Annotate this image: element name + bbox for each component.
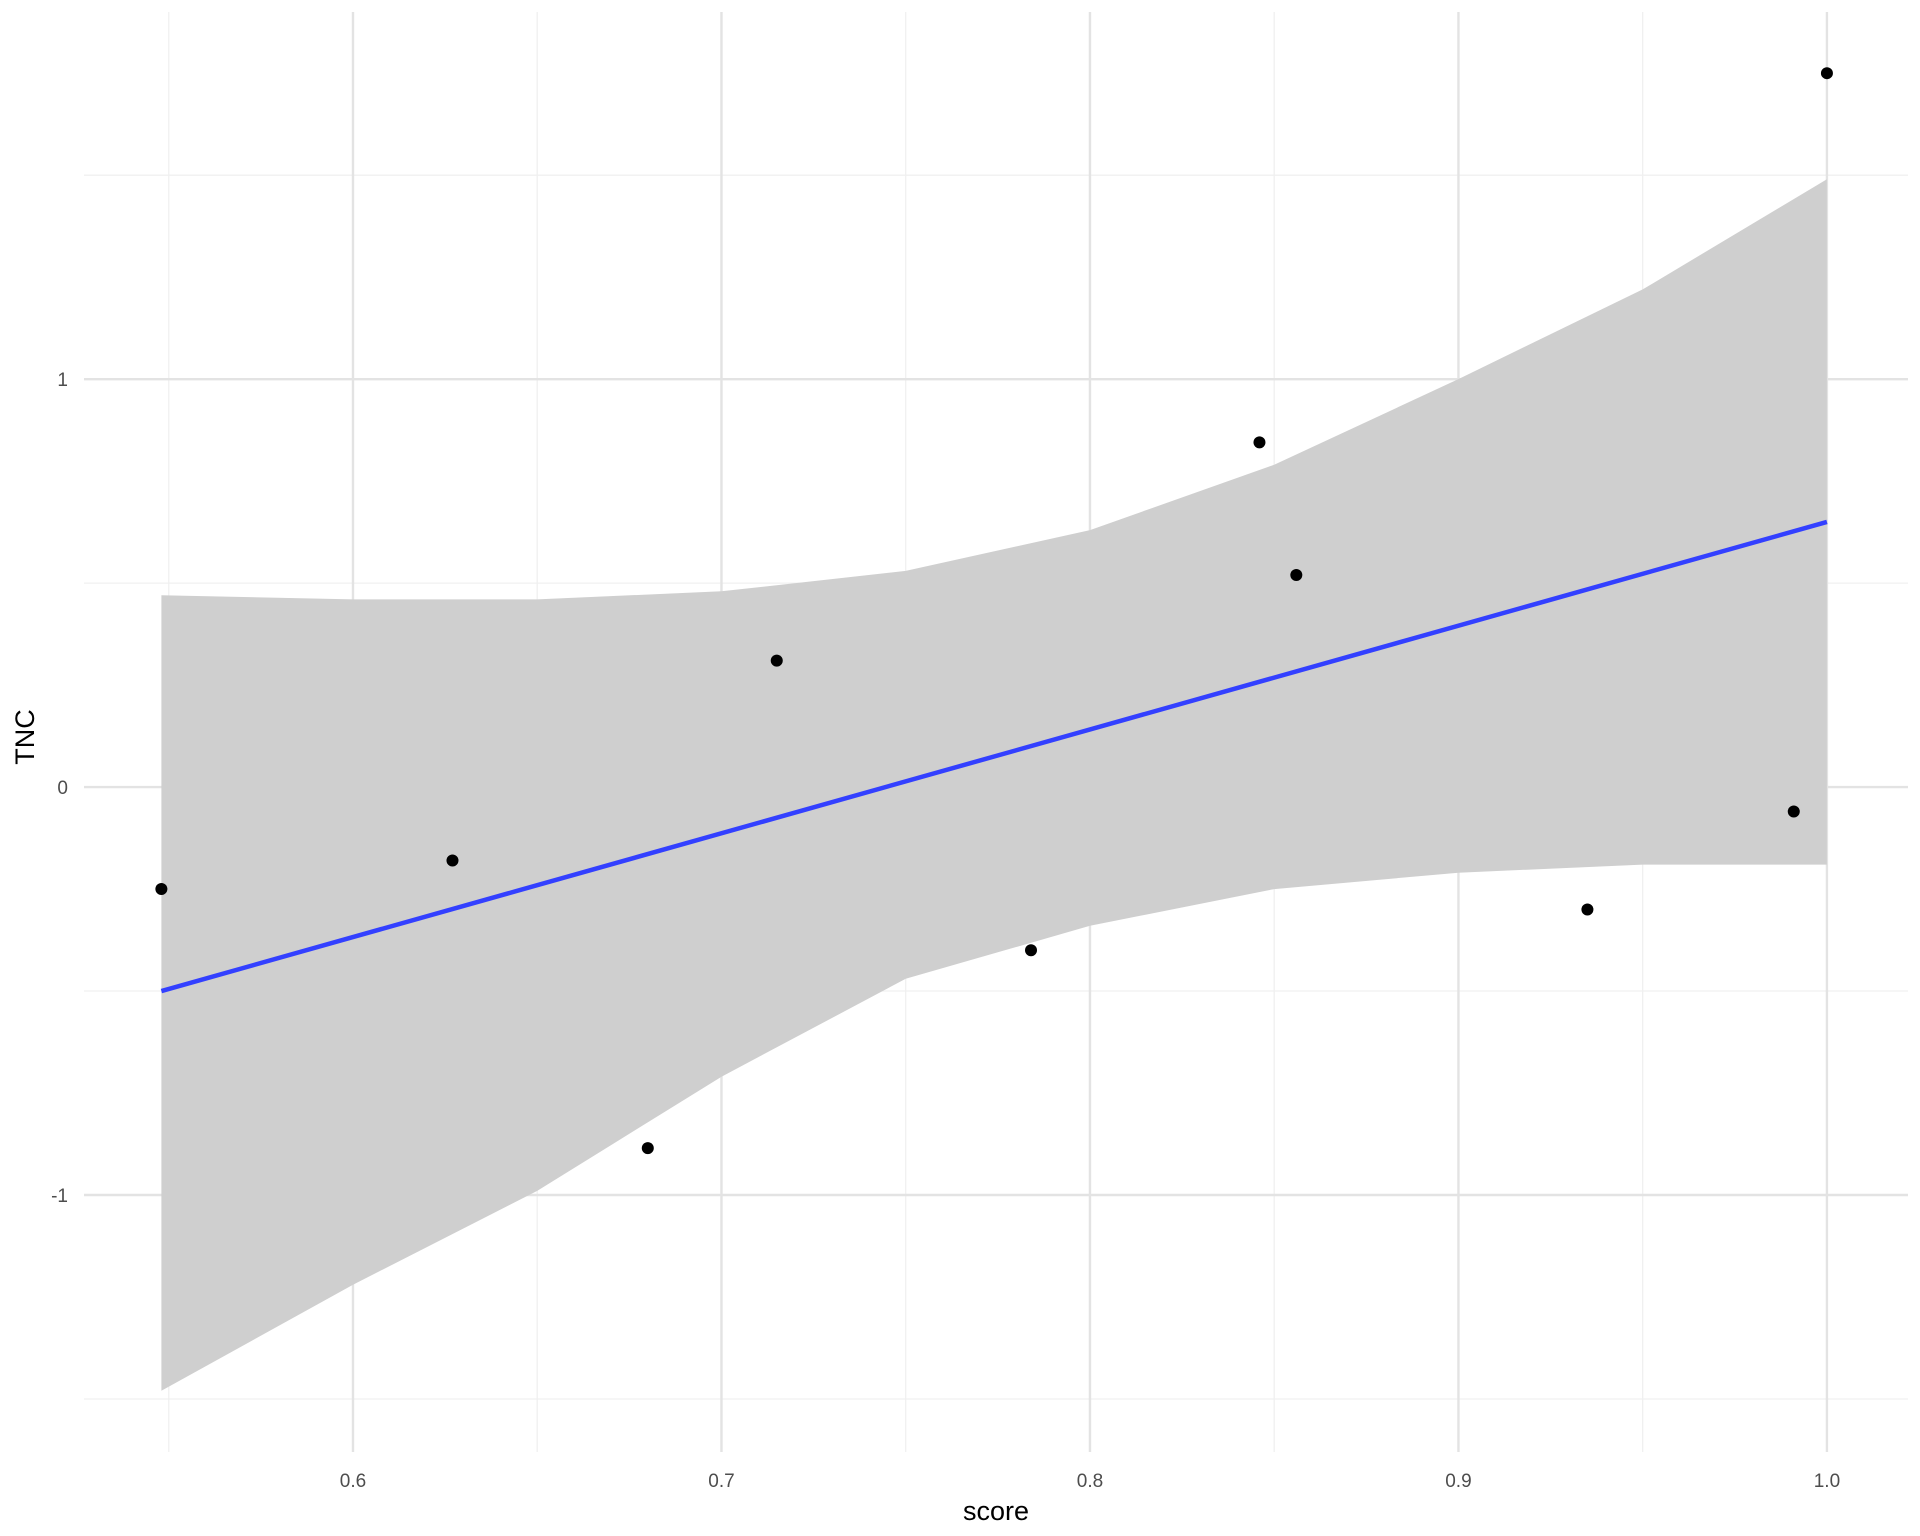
y-tick-label: -1 <box>51 1186 68 1207</box>
y-axis-tick-labels: -1 0 1 <box>51 370 68 1207</box>
regression-line <box>160 519 1828 994</box>
data-point <box>1253 436 1266 449</box>
y-tick-label: 0 <box>57 778 68 799</box>
x-tick-label: 0.6 <box>340 1471 366 1492</box>
x-tick-label: 1.0 <box>1814 1471 1840 1492</box>
data-point <box>1025 944 1038 957</box>
data-point <box>1787 805 1800 818</box>
y-axis-title: TNC <box>10 709 40 765</box>
confidence-band <box>161 179 1827 1391</box>
data-point <box>641 1142 654 1155</box>
x-axis-tick-labels: 0.6 0.7 0.8 0.9 1.0 <box>340 1471 1840 1492</box>
x-tick-label: 0.7 <box>708 1471 734 1492</box>
x-tick-label: 0.8 <box>1077 1471 1103 1492</box>
data-point <box>1820 67 1833 80</box>
data-point <box>770 654 783 667</box>
data-points <box>155 67 1833 1155</box>
data-point <box>155 883 168 896</box>
y-tick-label: 1 <box>57 370 68 391</box>
data-point <box>1581 903 1594 916</box>
data-point <box>1290 568 1303 581</box>
data-point <box>446 854 459 867</box>
x-axis-title: score <box>963 1496 1029 1526</box>
x-tick-label: 0.9 <box>1445 1471 1471 1492</box>
